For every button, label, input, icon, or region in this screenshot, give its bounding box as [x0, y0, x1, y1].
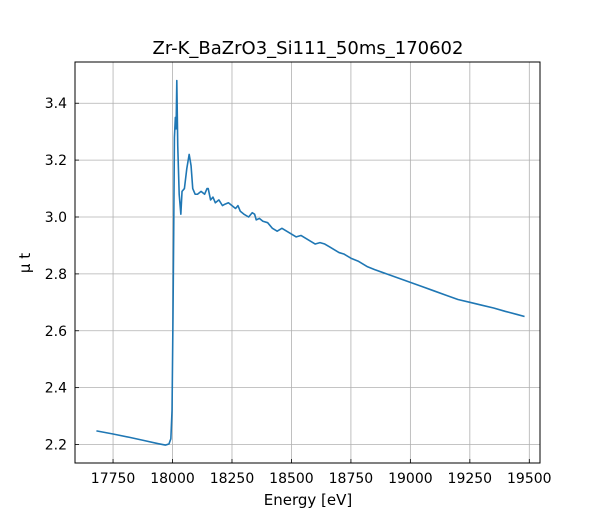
x-tick-label: 17750: [91, 471, 136, 487]
x-axis-label: Energy [eV]: [264, 491, 352, 509]
y-axis-label: μ t: [16, 253, 34, 273]
axes-border: [74, 61, 541, 464]
y-tick-label: 2.2: [45, 438, 67, 454]
x-tick-label: 18500: [269, 471, 314, 487]
plot-area: [96, 79, 525, 446]
series-line: [96, 79, 525, 446]
chart-title: Zr-K_BaZrO3_Si111_50ms_170602: [153, 38, 464, 59]
x-tick-label: 19250: [448, 471, 493, 487]
y-axis: 2.2 2.4 2.6 2.8 3.0 3.2 3.4: [45, 96, 79, 454]
axes-frame: [74, 61, 541, 464]
y-tick-label: 3.0: [45, 210, 67, 226]
y-tick-label: 3.2: [45, 153, 67, 169]
x-tick-label: 19500: [507, 471, 552, 487]
x-tick-label: 19000: [388, 471, 433, 487]
y-tick-label: 2.6: [45, 324, 67, 340]
grid: [75, 62, 540, 463]
y-tick-label: 3.4: [45, 96, 67, 112]
y-tick-label: 2.8: [45, 267, 67, 283]
x-tick-label: 18750: [329, 471, 374, 487]
x-axis: 17750 18000 18250 18500 18750 19000 19250 19500: [91, 459, 552, 487]
y-tick-label: 2.4: [45, 381, 67, 397]
x-tick-label: 18000: [150, 471, 195, 487]
x-tick-label: 18250: [210, 471, 255, 487]
